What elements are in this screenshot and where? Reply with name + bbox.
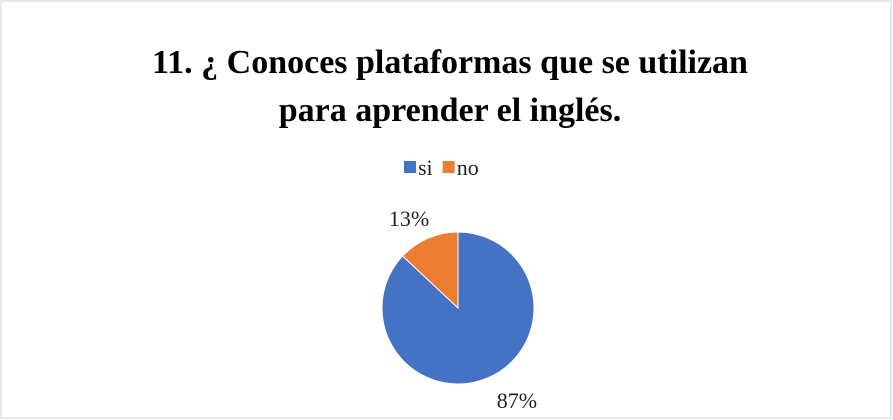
chart-title: 11. ¿ Conoces plataformas que se utiliza… xyxy=(152,44,748,81)
pie-slice xyxy=(381,231,535,385)
legend-swatch xyxy=(404,161,416,173)
chart-title: para aprender el inglés. xyxy=(279,92,622,129)
data-label: 13% xyxy=(389,206,429,231)
data-label: 87% xyxy=(497,388,537,413)
legend-label: si xyxy=(418,155,433,180)
legend-label: no xyxy=(457,155,479,180)
pie-slice xyxy=(401,231,459,310)
legend-swatch xyxy=(442,161,455,173)
